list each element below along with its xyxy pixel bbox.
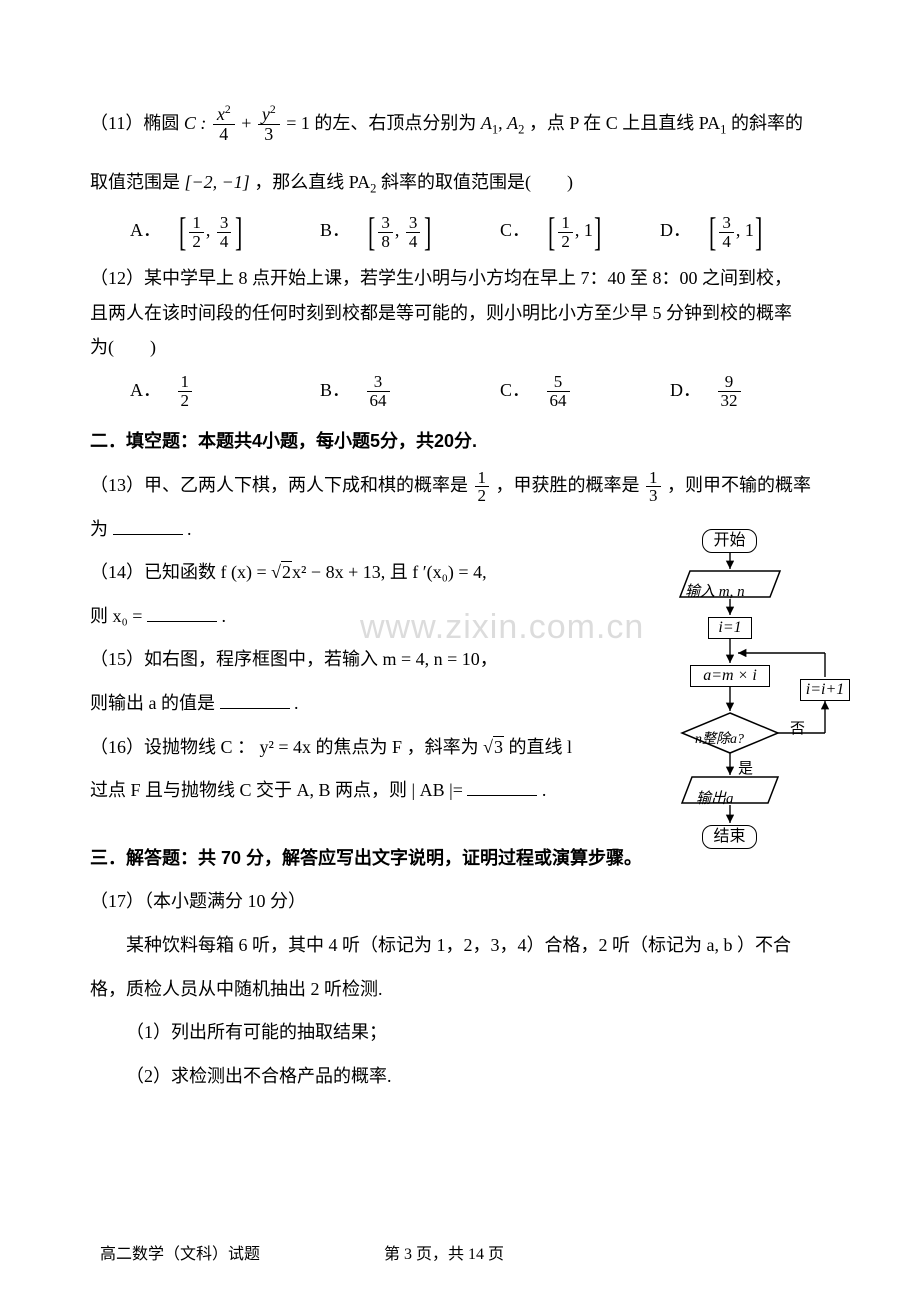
q11-line1: （11）椭圆 C : x2 4 + y2 3 = 1 的左、右顶点分别为 A1,… [90,104,830,145]
q17-p4: （2）求检测出不合格产品的概率. [90,1057,830,1097]
q17-p2: 格，质检人员从中随机抽出 2 听检测. [90,970,830,1010]
q11-opt-c: C． [ 12, 1 ] [500,211,660,251]
q11-opt-b: B． [ 38, 34 ] [320,211,500,251]
q11-frac2: y2 3 [258,105,280,146]
q11-options: A． [ 12, 34 ] B． [ 38, 34 ] C． [ 12, 1 ]… [90,211,830,251]
q12-opt-d: D． 932 [670,371,743,411]
flow-dec-text: n整除a? [695,725,744,756]
q11-label: （11）椭圆 [90,113,179,133]
flow-proc: a=m × i [690,665,770,687]
q12-opt-a: A． 12 [130,371,320,411]
q13-line1: （13）甲、乙两人下棋，两人下成和棋的概率是 12 ，甲获胜的概率是 13 ，则… [90,466,830,506]
page-footer: 高二数学（文科）试题 第 3 页，共 14 页 [0,1237,920,1272]
q12-opt-b: B． 364 [320,371,500,411]
flow-end: 结束 [702,825,757,849]
q16-line2: 过点 F 且与抛物线 C 交于 A, B 两点，则 | AB |= . [90,771,610,811]
q11-opt-a: A． [ 12, 34 ] [130,211,320,251]
flow-yes-label: 是 [738,753,753,786]
q17-p1: 某种饮料每箱 6 听，其中 4 听（标记为 1，2，3，4）合格，2 听（标记为… [90,926,830,966]
q15-line2: 则输出 a 的值是 . [90,684,610,724]
q15-blank [220,690,290,709]
flow-start: 开始 [702,529,757,553]
q12-line3: 为( ) [90,332,830,363]
section-2-title: 二．填空题：本题共4小题，每小题5分，共20分. [90,422,830,462]
q17-head: （17）（本小题满分 10 分） [90,882,830,922]
q16-line1: （16）设抛物线 C ： y² = 4x 的焦点为 F ，斜率为 3 的直线 l [90,728,610,768]
q12-line2: 且两人在该时间段的任何时刻到校都是等可能的，则小明比小方至少早 5 分钟到校的概… [90,298,830,329]
q13-blank [113,516,183,535]
q15-line1: （15）如右图，程序框图中，若输入 m = 4, n = 10， [90,640,610,680]
q12-options: A． 12 B． 364 C． 564 D． 932 [90,371,830,411]
q16-blank [467,777,537,796]
q12-line1: （12）某中学早上 8 点开始上课，若学生小明与小方均在早上 7：40 至 8：… [90,263,830,294]
q14-blank [147,603,217,622]
footer-left: 高二数学（文科）试题 [100,1246,260,1263]
q14-line1: （14）已知函数 f (x) = 2x² − 8x + 13, 且 f ′(x₀… [90,553,610,593]
flow-no-label: 否 [790,713,805,746]
flow-init: i=1 [708,617,752,639]
q11-line2: 取值范围是 [−2, −1] ，那么直线 PA2 斜率的取值范围是( ) [90,163,830,203]
q11-curve: C : [184,113,207,133]
flow-out-text: 输出a [696,783,734,816]
q17-p3: （1）列出所有可能的抽取结果； [90,1013,830,1053]
footer-center: 第 3 页，共 14 页 [264,1237,624,1272]
flow-inc: i=i+1 [800,679,850,701]
q14-line2: 则 x₀ = . [90,597,610,637]
q12-opt-c: C． 564 [500,371,670,411]
q11-opt-d: D． [ 34, 1 ] [660,211,766,251]
flow-input-text: 输入 m, n [685,576,745,609]
q11-frac1: x2 4 [213,105,235,146]
